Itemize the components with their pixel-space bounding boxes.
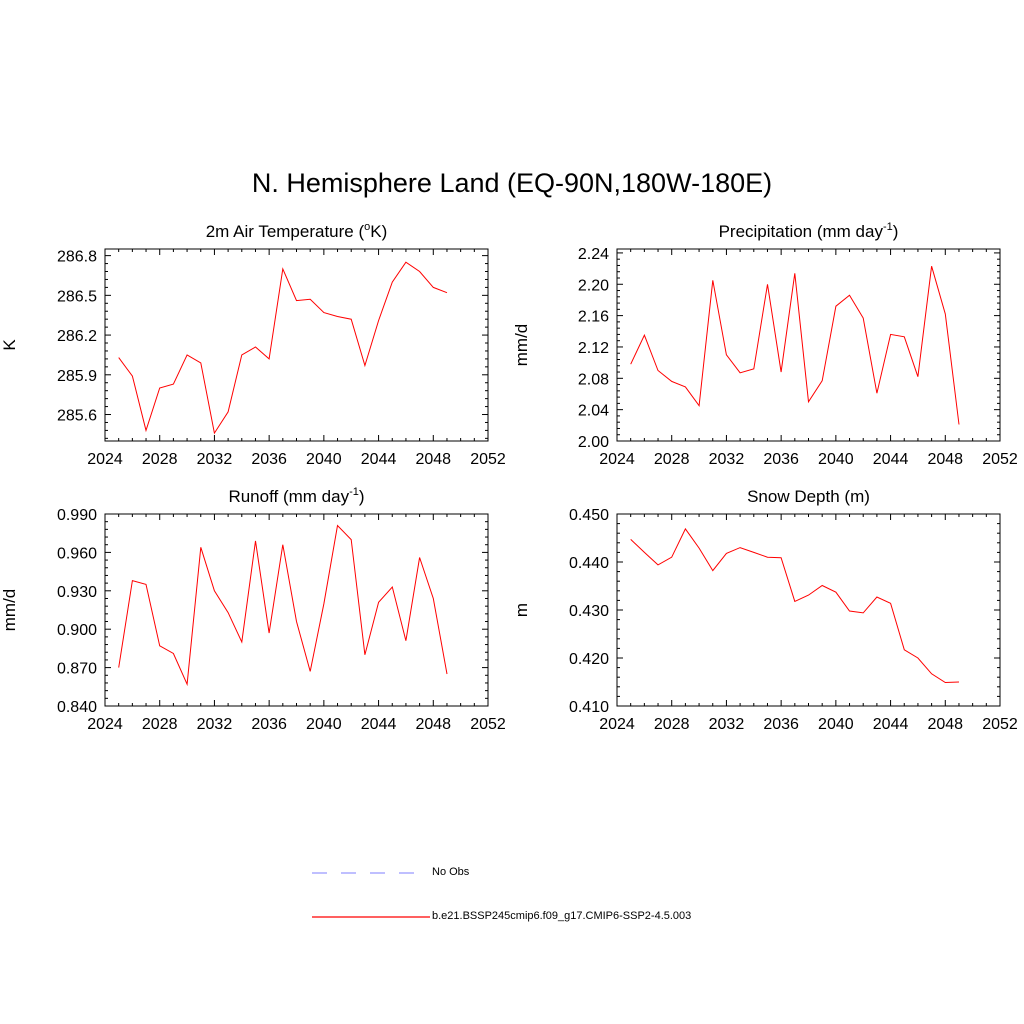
precipitation-ylabel: mm/d (512, 324, 531, 367)
precipitation-xtick-label: 2024 (599, 451, 635, 468)
snow-depth-xtick-label: 2052 (982, 716, 1018, 733)
snow-depth-xtick-label: 2032 (709, 716, 745, 733)
snow-depth-ytick-label: 0.450 (569, 507, 609, 524)
air-temperature-ytick-label: 285.9 (57, 368, 97, 385)
snow-depth-ytick-label: 0.410 (569, 699, 609, 716)
legend-obs-label: No Obs (432, 866, 470, 878)
precipitation-ytick-label: 2.08 (578, 371, 609, 388)
runoff-frame (104, 513, 489, 707)
air-temperature-xtick-label: 2028 (142, 451, 178, 468)
runoff-ytick-label: 0.870 (57, 661, 97, 678)
snow-depth-xtick-label: 2048 (927, 716, 963, 733)
air-temperature-ytick-label: 286.8 (57, 249, 97, 266)
precipitation-xtick-label: 2048 (927, 451, 963, 468)
snow-depth-xtick-label: 2040 (818, 716, 854, 733)
air-temperature-xtick-label: 2036 (251, 451, 287, 468)
precipitation-ytick-label: 2.16 (578, 309, 609, 326)
runoff-xtick-label: 2048 (415, 716, 451, 733)
precipitation-title: Precipitation (mm day-1) (719, 221, 899, 241)
air-temperature-xtick-label: 2044 (361, 451, 397, 468)
snow-depth-title: Snow Depth (m) (747, 487, 870, 506)
air-temperature-xtick-label: 2040 (306, 451, 342, 468)
runoff-ytick-label: 0.960 (57, 545, 97, 562)
panel-snow-depth: 2024 2028 2032 2036 2040 2044 2048 2052 0.410 0.4… (512, 487, 1018, 733)
air-temperature-title: 2m Air Temperature (oK) (206, 221, 388, 241)
runoff-xtick-label: 2028 (142, 716, 178, 733)
figure-title: N. Hemisphere Land (EQ-90N,180W-180E) (251, 168, 773, 198)
snow-depth-ytick-label: 0.430 (569, 603, 609, 620)
snow-depth-xtick-label: 2028 (654, 716, 690, 733)
panel-precipitation: 2024 2028 2032 2036 2040 2044 2048 2052 2.00 2.04… (512, 221, 1018, 468)
air-temperature-frame (104, 248, 489, 442)
runoff-ylabel: mm/d (0, 589, 19, 632)
air-temperature-ytick-label: 286.2 (57, 328, 97, 345)
precipitation-ytick-label: 2.00 (578, 434, 609, 451)
precipitation-ytick-label: 2.20 (578, 277, 609, 294)
runoff-ytick-label: 0.930 (57, 584, 97, 601)
air-temperature-ytick-label: 286.5 (57, 288, 97, 305)
runoff-ytick-label: 0.840 (57, 699, 97, 716)
precipitation-xtick-label: 2028 (654, 451, 690, 468)
precipitation-ytick-label: 2.12 (578, 340, 609, 357)
legend (312, 872, 430, 918)
runoff-title: Runoff (mm day-1) (228, 486, 364, 506)
runoff-series-line (118, 524, 448, 687)
runoff-xtick-label: 2040 (306, 716, 342, 733)
snow-depth-ytick-label: 0.440 (569, 555, 609, 572)
precipitation-ytick-label: 2.24 (578, 246, 609, 263)
legend-model-label: b.e21.BSSP245cmip6.f09_g17.CMIP6-SSP2-4.… (432, 910, 692, 922)
runoff-xtick-label: 2052 (470, 716, 506, 733)
precipitation-xtick-label: 2040 (818, 451, 854, 468)
precipitation-xtick-label: 2044 (873, 451, 909, 468)
runoff-xtick-label: 2036 (251, 716, 287, 733)
air-temperature-series-line (118, 261, 448, 435)
air-temperature-ytick-label: 285.6 (57, 408, 97, 425)
precipitation-xtick-label: 2032 (709, 451, 745, 468)
runoff-xtick-label: 2024 (87, 716, 123, 733)
snow-depth-xtick-label: 2036 (763, 716, 799, 733)
snow-depth-series-line (630, 527, 960, 684)
air-temperature-xtick-label: 2032 (197, 451, 233, 468)
panel-air-temperature: 2024 2028 2032 2036 2040 2044 2048 2052 285.6 285… (0, 221, 506, 468)
precipitation-series-line (630, 266, 960, 425)
snow-depth-xtick-label: 2024 (599, 716, 635, 733)
runoff-ytick-label: 0.900 (57, 622, 97, 639)
precipitation-xtick-label: 2036 (763, 451, 799, 468)
runoff-xtick-label: 2032 (197, 716, 233, 733)
snow-depth-ytick-label: 0.420 (569, 651, 609, 668)
precipitation-xtick-label: 2052 (982, 451, 1018, 468)
air-temperature-xtick-label: 2048 (415, 451, 451, 468)
precipitation-ytick-label: 2.04 (578, 403, 609, 420)
precipitation-frame (616, 248, 1001, 442)
snow-depth-frame (616, 513, 1001, 707)
air-temperature-xtick-label: 2052 (470, 451, 506, 468)
panel-runoff: 2024 2028 2032 2036 2040 2044 2048 2052 0.840 0.8… (0, 486, 506, 733)
runoff-xtick-label: 2044 (361, 716, 397, 733)
air-temperature-xtick-label: 2024 (87, 451, 123, 468)
runoff-ytick-label: 0.990 (57, 507, 97, 524)
snow-depth-xtick-label: 2044 (873, 716, 909, 733)
air-temperature-ylabel: K (0, 339, 19, 351)
snow-depth-ylabel: m (512, 603, 531, 617)
